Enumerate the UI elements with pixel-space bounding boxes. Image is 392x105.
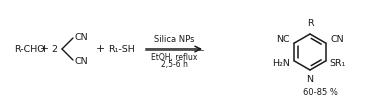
Text: CN: CN	[75, 56, 89, 66]
Text: CN: CN	[75, 33, 89, 41]
Text: +: +	[95, 44, 105, 54]
Text: +: +	[40, 44, 49, 54]
Text: R-CHO: R-CHO	[14, 45, 45, 54]
Text: Silica NPs: Silica NPs	[154, 35, 194, 44]
Text: SR₁: SR₁	[330, 58, 346, 68]
Text: H₂N: H₂N	[272, 58, 290, 68]
Text: CN: CN	[330, 35, 344, 45]
Text: EtOH, reflux: EtOH, reflux	[151, 53, 197, 62]
Text: R₁-SH: R₁-SH	[108, 45, 135, 54]
Text: 60-85 %: 60-85 %	[303, 88, 338, 97]
Text: N: N	[307, 75, 314, 84]
Text: 2: 2	[51, 45, 57, 54]
Text: 2,5-6 h: 2,5-6 h	[161, 60, 187, 69]
Text: NC: NC	[276, 35, 289, 45]
Text: R: R	[307, 19, 313, 28]
